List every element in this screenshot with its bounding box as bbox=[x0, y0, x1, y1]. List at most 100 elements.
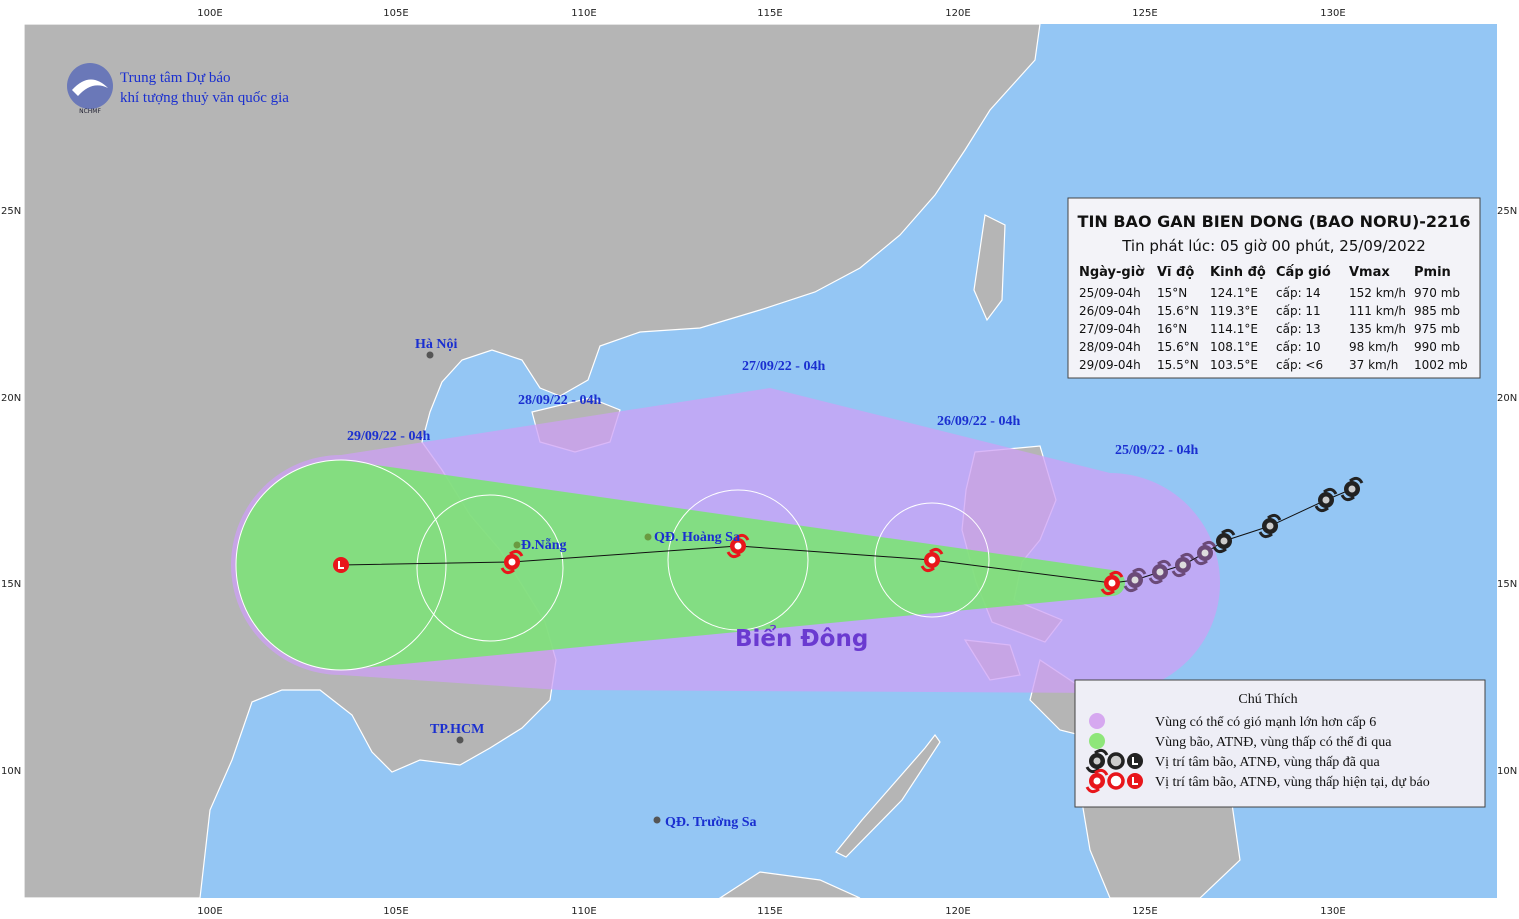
storm-arm bbox=[500, 549, 524, 575]
lon-label: 115E bbox=[757, 906, 782, 917]
table-cell: cấp: 10 bbox=[1276, 340, 1321, 354]
time-label: 25/09/22 - 04h bbox=[1115, 443, 1198, 458]
lat-label: 10N bbox=[1497, 766, 1517, 777]
storm-arm bbox=[1100, 570, 1124, 596]
storm-symbol bbox=[1212, 528, 1236, 554]
legend-swatch bbox=[1089, 713, 1105, 729]
time-label: 27/09/22 - 04h bbox=[742, 359, 825, 374]
storm-arm bbox=[1085, 768, 1109, 794]
storm-symbol bbox=[1123, 567, 1147, 593]
bulletin-box bbox=[1067, 197, 1481, 379]
table-cell: 152 km/h bbox=[1349, 286, 1406, 300]
lon-label: 125E bbox=[1132, 906, 1157, 917]
lon-label: 100E bbox=[197, 8, 222, 19]
table-cell: 119.3°E bbox=[1210, 304, 1258, 318]
table-cell: 16°N bbox=[1157, 322, 1187, 336]
column-header: Vĩ độ bbox=[1157, 265, 1194, 280]
storm-arm bbox=[1314, 487, 1338, 513]
storm-arm bbox=[1258, 513, 1282, 539]
storm-eye bbox=[1322, 496, 1330, 504]
table-cell: 15.6°N bbox=[1157, 304, 1199, 318]
storm-symbol bbox=[1258, 513, 1282, 539]
storm-arm bbox=[1193, 540, 1217, 566]
storm-eye bbox=[928, 556, 936, 564]
table-cell: cấp: 11 bbox=[1276, 304, 1321, 318]
place-label: Hà Nội bbox=[415, 337, 458, 352]
storm-symbol bbox=[1100, 570, 1124, 596]
storm-eye bbox=[1131, 576, 1139, 584]
place-label: Đ.Nẵng bbox=[521, 537, 567, 553]
bulletin-subtitle: Tin phát lúc: 05 giờ 00 phút, 25/09/2022 bbox=[1121, 237, 1426, 255]
lat-label: 20N bbox=[1, 393, 21, 404]
legend-icon bbox=[1132, 777, 1138, 785]
low-symbol bbox=[333, 557, 349, 573]
legend-swatch bbox=[1089, 733, 1105, 749]
storm-arm bbox=[1123, 567, 1147, 593]
table-cell: cấp: 13 bbox=[1276, 322, 1321, 336]
storm-eye bbox=[1156, 568, 1164, 576]
bulletin-title: TIN BAO GAN BIEN DONG (BAO NORU)-2216 bbox=[1078, 212, 1471, 231]
lon-label: 100E bbox=[197, 906, 222, 917]
lat-label: 20N bbox=[1497, 393, 1517, 404]
lat-label: 15N bbox=[1497, 579, 1517, 590]
lon-label: 105E bbox=[383, 8, 408, 19]
sea-label: Biển Đông bbox=[735, 624, 868, 652]
storm-symbol bbox=[726, 533, 750, 559]
column-header: Vmax bbox=[1349, 265, 1390, 280]
storm-eye bbox=[1266, 522, 1274, 530]
legend-icon bbox=[1132, 757, 1138, 765]
storm-eye bbox=[1093, 777, 1101, 785]
lon-label: 130E bbox=[1320, 8, 1345, 19]
table-cell: 114.1°E bbox=[1210, 322, 1258, 336]
place-dot bbox=[426, 351, 434, 359]
low-core bbox=[333, 557, 349, 573]
column-header: Cấp gió bbox=[1276, 265, 1331, 280]
storm-eye bbox=[1348, 485, 1356, 493]
storm-eye bbox=[1179, 561, 1187, 569]
storm-eye bbox=[508, 558, 516, 566]
storm-eye bbox=[1093, 757, 1101, 765]
lon-label: 105E bbox=[383, 906, 408, 917]
legend-icon bbox=[1127, 753, 1143, 769]
table-cell: 970 mb bbox=[1414, 286, 1460, 300]
storm-symbol bbox=[1148, 559, 1172, 585]
table-cell: 108.1°E bbox=[1210, 340, 1258, 354]
legend-icon bbox=[1107, 752, 1125, 770]
storm-eye bbox=[1220, 537, 1228, 545]
table-cell: 124.1°E bbox=[1210, 286, 1258, 300]
legend-item: Vùng có thể có gió mạnh lớn hơn cấp 6 bbox=[1155, 715, 1376, 730]
time-label: 26/09/22 - 04h bbox=[937, 414, 1020, 429]
lon-label: 125E bbox=[1132, 8, 1157, 19]
legend-item: Vị trí tâm bão, ATNĐ, vùng thấp hiện tại… bbox=[1155, 775, 1430, 790]
table-cell: 98 km/h bbox=[1349, 340, 1398, 354]
place-label: TP.HCM bbox=[430, 722, 484, 737]
low-letter bbox=[338, 561, 344, 569]
lat-label: 15N bbox=[1, 579, 21, 590]
legend-item: Vị trí tâm bão, ATNĐ, vùng thấp đã qua bbox=[1155, 755, 1381, 770]
lat-label: 10N bbox=[1, 766, 21, 777]
legend-icon bbox=[1127, 773, 1143, 789]
storm-arm bbox=[726, 533, 750, 559]
table-cell: 26/09-04h bbox=[1079, 304, 1141, 318]
column-header: Kinh độ bbox=[1210, 265, 1266, 280]
table-cell: 990 mb bbox=[1414, 340, 1460, 354]
table-cell: 135 km/h bbox=[1349, 322, 1406, 336]
storm-arm bbox=[1171, 552, 1195, 578]
org-name: khí tượng thuỷ văn quốc gia bbox=[120, 90, 289, 106]
table-cell: cấp: 14 bbox=[1276, 286, 1321, 300]
lon-label: 120E bbox=[945, 906, 970, 917]
storm-symbol bbox=[1085, 768, 1109, 794]
storm-symbol bbox=[1085, 748, 1109, 774]
storm-symbol bbox=[1193, 540, 1217, 566]
table-cell: 29/09-04h bbox=[1079, 358, 1141, 372]
table-cell: 985 mb bbox=[1414, 304, 1460, 318]
storm-eye bbox=[1201, 549, 1209, 557]
storm-arm bbox=[1212, 528, 1236, 554]
lon-label: 120E bbox=[945, 8, 970, 19]
place-dot bbox=[644, 533, 652, 541]
place-dot bbox=[653, 816, 661, 824]
legend-item: Vùng bão, ATNĐ, vùng thấp có thể đi qua bbox=[1155, 735, 1392, 750]
table-cell: cấp: <6 bbox=[1276, 358, 1323, 372]
legend-box bbox=[1074, 679, 1486, 808]
